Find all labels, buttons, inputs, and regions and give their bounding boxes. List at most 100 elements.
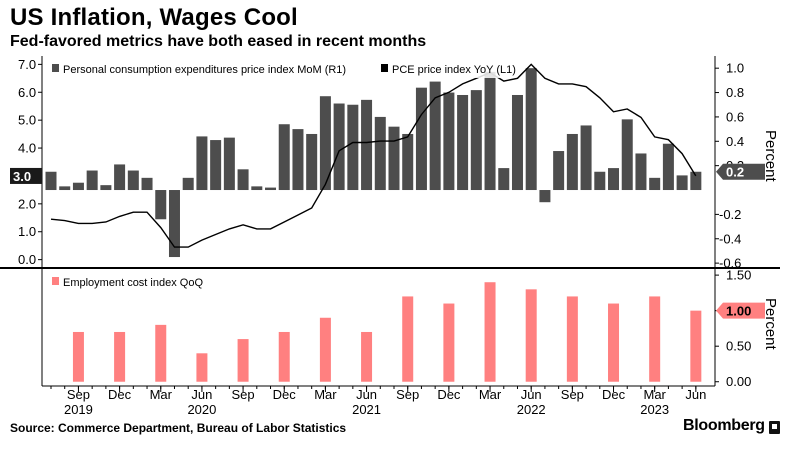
bloomberg-terminal-icon [769, 421, 780, 434]
pce-mom-bar [443, 92, 455, 191]
pce-mom-bar [580, 125, 592, 191]
pce-mom-bar [484, 71, 496, 191]
pce-mom-bar [45, 171, 57, 191]
pce-mom-bar [621, 119, 633, 191]
pce-mom-bar [72, 182, 84, 191]
y-right-tick-label: 0.4 [726, 134, 744, 149]
callout-eci-box [716, 302, 765, 319]
pce-mom-bar [649, 177, 661, 191]
eci-bar [72, 331, 84, 382]
pce-mom-bar [676, 175, 688, 191]
x-tick-month: Dec [108, 387, 132, 402]
eci-bar [402, 296, 414, 382]
pce-mom-bar [333, 103, 345, 191]
y-right-tick-label: -0.4 [719, 231, 741, 246]
x-tick-year: 2023 [640, 402, 669, 417]
eci-bar [361, 331, 373, 382]
pce-mom-bar [539, 190, 551, 203]
legend-label-pce-mom: Personal consumption expenditures price … [63, 64, 346, 76]
y-right-tick-label: 0.6 [726, 109, 744, 124]
pce-mom-bar [608, 168, 620, 191]
pce-mom-bar [168, 190, 180, 258]
y-left-tick-label: 6.0 [18, 85, 36, 100]
callout-left-value: 3.0 [13, 169, 31, 184]
pce-mom-bar [388, 126, 400, 191]
x-tick-month: Mar [314, 387, 337, 402]
pce-mom-bar [319, 96, 331, 191]
pce-mom-bar [498, 168, 510, 191]
eci-bar [443, 303, 455, 382]
pce-mom-bar [402, 133, 414, 191]
x-tick-month: Jun [356, 387, 377, 402]
brand-logo: Bloomberg [683, 417, 765, 434]
pce-mom-bar [196, 136, 208, 191]
pce-yoy-line [50, 63, 697, 248]
legend-swatch-pce-mom [52, 64, 59, 72]
eci-bar [155, 324, 167, 382]
y-right-tick-label: 0.8 [726, 85, 744, 100]
legend-label-eci: Employment cost index QoQ [63, 277, 203, 289]
callout-right-value: 0.2 [726, 165, 744, 180]
pce-mom-bar [662, 143, 674, 191]
eci-bar [690, 310, 702, 382]
x-tick-month: Sep [396, 387, 419, 402]
pce-mom-bar [265, 187, 277, 191]
y-right-axis-title: Percent [762, 298, 779, 351]
eci-bar [608, 303, 620, 382]
y-left-tick-label: 4.0 [18, 141, 36, 156]
y-left-tick-label: 2.0 [18, 196, 36, 211]
legend-swatch-eci [52, 277, 59, 285]
x-tick-month: Mar [643, 387, 666, 402]
eci-bar [196, 353, 208, 382]
pce-mom-bar [470, 90, 482, 191]
pce-mom-bar [635, 153, 647, 191]
pce-mom-bar [525, 68, 537, 191]
eci-bar [649, 296, 661, 382]
y-left-tick-label: 7.0 [18, 57, 36, 72]
y-right-tick-label: -0.2 [719, 207, 741, 222]
y-right-tick-label: 0.00 [726, 374, 751, 389]
x-tick-year: 2022 [517, 402, 546, 417]
pce-mom-bar [127, 170, 139, 191]
pce-mom-bar [223, 137, 235, 191]
pce-mom-bar [690, 171, 702, 191]
pce-mom-bar [237, 169, 249, 191]
pce-mom-bar [292, 129, 304, 191]
y-right-tick-label: 0.50 [726, 339, 751, 354]
pce-mom-bar [415, 87, 427, 191]
pce-mom-bar [429, 81, 441, 191]
x-tick-month: Mar [479, 387, 502, 402]
eci-bar [114, 331, 126, 382]
legend-label-pce-yoy: PCE price index YoY (L1) [392, 64, 516, 76]
pce-mom-bar [86, 170, 98, 191]
legend-swatch-pce-yoy [381, 64, 388, 72]
eci-bar [319, 317, 331, 382]
pce-mom-bar [59, 186, 71, 191]
pce-mom-bar [182, 177, 194, 191]
chart-title: US Inflation, Wages Cool [10, 4, 298, 31]
pce-mom-bar [594, 171, 606, 191]
x-tick-year: 2019 [64, 402, 93, 417]
callout-eci-value: 1.00 [726, 304, 751, 319]
eci-bar [278, 331, 290, 382]
x-tick-month: Sep [67, 387, 90, 402]
pce-mom-bar [251, 186, 263, 191]
pce-mom-bar [566, 133, 578, 191]
x-tick-month: Sep [561, 387, 584, 402]
pce-mom-bar [361, 99, 373, 191]
pce-mom-bar [100, 185, 112, 191]
y-right-tick-label: -0.6 [719, 256, 741, 271]
pce-mom-bar [141, 177, 153, 191]
x-tick-month: Jun [191, 387, 212, 402]
y-left-tick-label: 1.0 [18, 224, 36, 239]
x-tick-month: Dec [437, 387, 461, 402]
pce-mom-bar [347, 104, 359, 191]
pce-mom-bar [374, 116, 386, 191]
legend-background [44, 59, 502, 78]
chart-subtitle: Fed-favored metrics have both eased in r… [10, 33, 427, 50]
pce-mom-bar [155, 190, 167, 220]
pce-mom-bar [278, 124, 290, 191]
y-right-tick-label: 1.50 [726, 268, 751, 283]
eci-bar [525, 289, 537, 382]
